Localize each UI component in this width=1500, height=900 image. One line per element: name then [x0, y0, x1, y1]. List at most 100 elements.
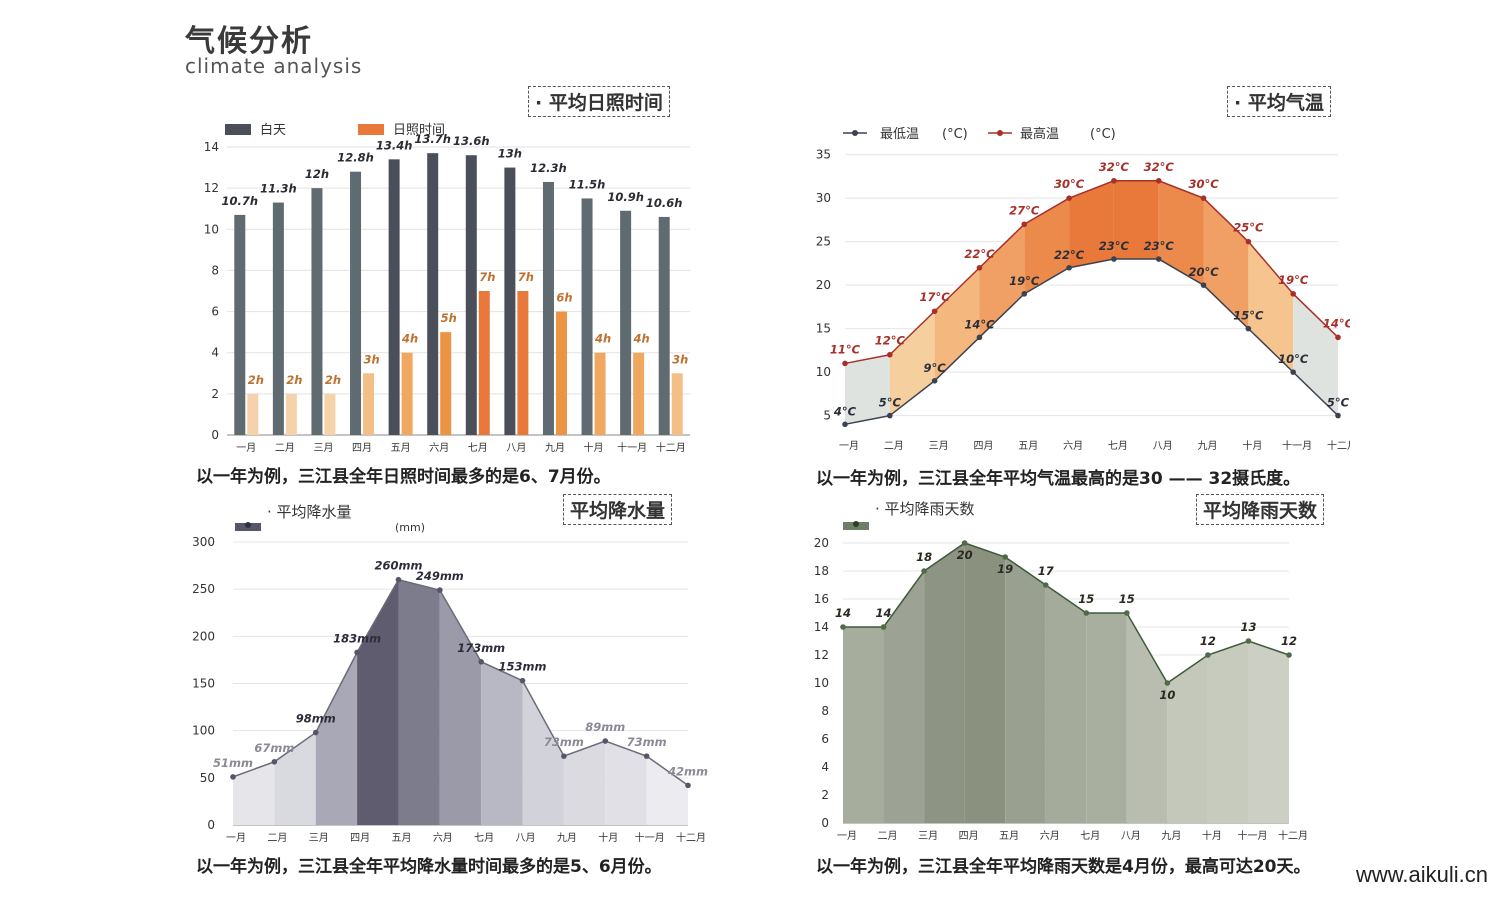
- x-tick-label: 一月: [837, 830, 857, 842]
- legend-unit-low: (°C): [942, 127, 968, 142]
- x-tick-label: 二月: [275, 442, 295, 454]
- x-tick-label: 十一月: [617, 441, 647, 454]
- label-low: 5°C: [1327, 396, 1350, 410]
- x-tick-label: 八月: [1153, 440, 1173, 452]
- bar-day: [465, 155, 477, 435]
- x-tick-label: 十一月: [1237, 829, 1267, 842]
- label-low: 9°C: [924, 361, 947, 375]
- point: [1042, 582, 1049, 588]
- bar-day: [388, 159, 400, 435]
- page-title: 气候分析: [185, 24, 313, 59]
- label-sun: 4h: [401, 332, 418, 346]
- label-high: 11°C: [830, 342, 861, 356]
- label-sun: 7h: [518, 270, 534, 284]
- temp-band-segment: [1024, 198, 1070, 294]
- legend-dot: [245, 522, 251, 528]
- label-sun: 2h: [248, 373, 264, 387]
- data-label: 12: [1281, 634, 1297, 648]
- point: [312, 729, 319, 736]
- label-sun: 7h: [479, 270, 495, 284]
- point-low: [842, 421, 848, 428]
- x-tick-label: 三月: [929, 440, 949, 452]
- point: [1083, 610, 1090, 616]
- legend-swatch-sun: [358, 124, 384, 135]
- y-tick-label: 200: [192, 629, 215, 643]
- label-high: 32°C: [1144, 160, 1175, 174]
- precip-area-segment: [563, 741, 606, 825]
- raindays-area-segment: [1086, 613, 1127, 823]
- data-label: 73mm: [627, 735, 667, 749]
- label-high: 22°C: [964, 247, 995, 261]
- raindays-area-segment: [1045, 585, 1087, 823]
- x-tick-label: 七月: [1108, 440, 1128, 452]
- data-label: 98mm: [296, 712, 336, 726]
- label-day: 10.7h: [222, 194, 259, 208]
- data-label: 20: [957, 548, 973, 562]
- label-high: 12°C: [875, 334, 906, 348]
- point: [602, 738, 609, 744]
- point-low: [1245, 325, 1252, 332]
- label-sun: 3h: [672, 352, 688, 366]
- page-subtitle: climate analysis: [185, 54, 363, 78]
- point: [643, 753, 650, 759]
- x-tick-label: 二月: [267, 832, 287, 844]
- legend-label-sun: 日照时间: [393, 123, 445, 138]
- data-label: 153mm: [499, 660, 547, 674]
- temp-band-segment: [1293, 293, 1338, 416]
- series-line: [843, 542, 1290, 685]
- label-day: 12h: [305, 167, 329, 181]
- precip-area-segment: [646, 756, 688, 825]
- bar-day: [272, 202, 284, 435]
- sunshine-badge: · 平均日照时间: [528, 86, 670, 117]
- raindays-chart: 0 2 4 6 8 10 12 14 16 18 20 一月 二月 三月 四月 五月 六月 七月 八月 九月 十月 十一月…: [814, 500, 1308, 842]
- point: [354, 649, 360, 656]
- point-high: [1066, 195, 1072, 201]
- raindays-area-segment: [843, 627, 884, 823]
- point: [1124, 610, 1130, 616]
- x-tick-label: 六月: [433, 832, 453, 844]
- bar-sun: [324, 393, 336, 435]
- x-tick-label: 八月: [516, 832, 536, 844]
- sunshine-caption: 以一年为例，三江县全年日照时间最多的是6、7月份。: [196, 467, 611, 487]
- label-high: 30°C: [1054, 177, 1085, 191]
- x-tick-label: 八月: [1121, 830, 1141, 842]
- legend-unit-high: (°C): [1090, 127, 1116, 142]
- y-tick-label: 2: [821, 788, 829, 802]
- point-low: [1290, 369, 1296, 375]
- bar-sun: [555, 311, 567, 435]
- label-day: 13.7h: [414, 132, 451, 146]
- x-tick-label: 十二月: [676, 831, 706, 844]
- x-tick-label: 一月: [226, 832, 246, 844]
- x-tick-label: 三月: [309, 832, 329, 844]
- bar-sun: [363, 373, 375, 435]
- bar-day: [427, 153, 439, 435]
- y-tick-label: 30: [816, 191, 831, 205]
- data-label: 173mm: [457, 641, 505, 655]
- y-tick-label: 8: [211, 263, 219, 277]
- point-high: [887, 351, 893, 358]
- bar-sun: [401, 352, 413, 435]
- legend-swatch-day: [225, 124, 251, 135]
- point-low: [1335, 412, 1341, 419]
- temp-band-segment: [934, 267, 980, 381]
- x-tick-label: 五月: [391, 442, 411, 454]
- point-low: [1021, 291, 1028, 297]
- data-label: 89mm: [585, 720, 625, 734]
- x-tick-label: 六月: [1063, 440, 1083, 452]
- point-high: [1021, 221, 1028, 228]
- point-low: [887, 412, 893, 419]
- bar-sun: [285, 393, 297, 435]
- y-tick-label: 35: [816, 148, 831, 162]
- x-tick-label: 九月: [557, 832, 577, 844]
- label-low: 23°C: [1144, 239, 1175, 253]
- label-high: 19°C: [1278, 273, 1309, 287]
- data-label: 19: [997, 562, 1013, 576]
- point-high: [976, 264, 983, 271]
- y-tick-label: 4: [211, 346, 219, 360]
- data-label: 13: [1240, 620, 1256, 634]
- label-low: 14°C: [964, 317, 995, 331]
- bar-day: [350, 171, 362, 435]
- label-high: 14°C: [1323, 316, 1350, 330]
- point: [685, 782, 691, 789]
- label-high: 25°C: [1233, 221, 1264, 235]
